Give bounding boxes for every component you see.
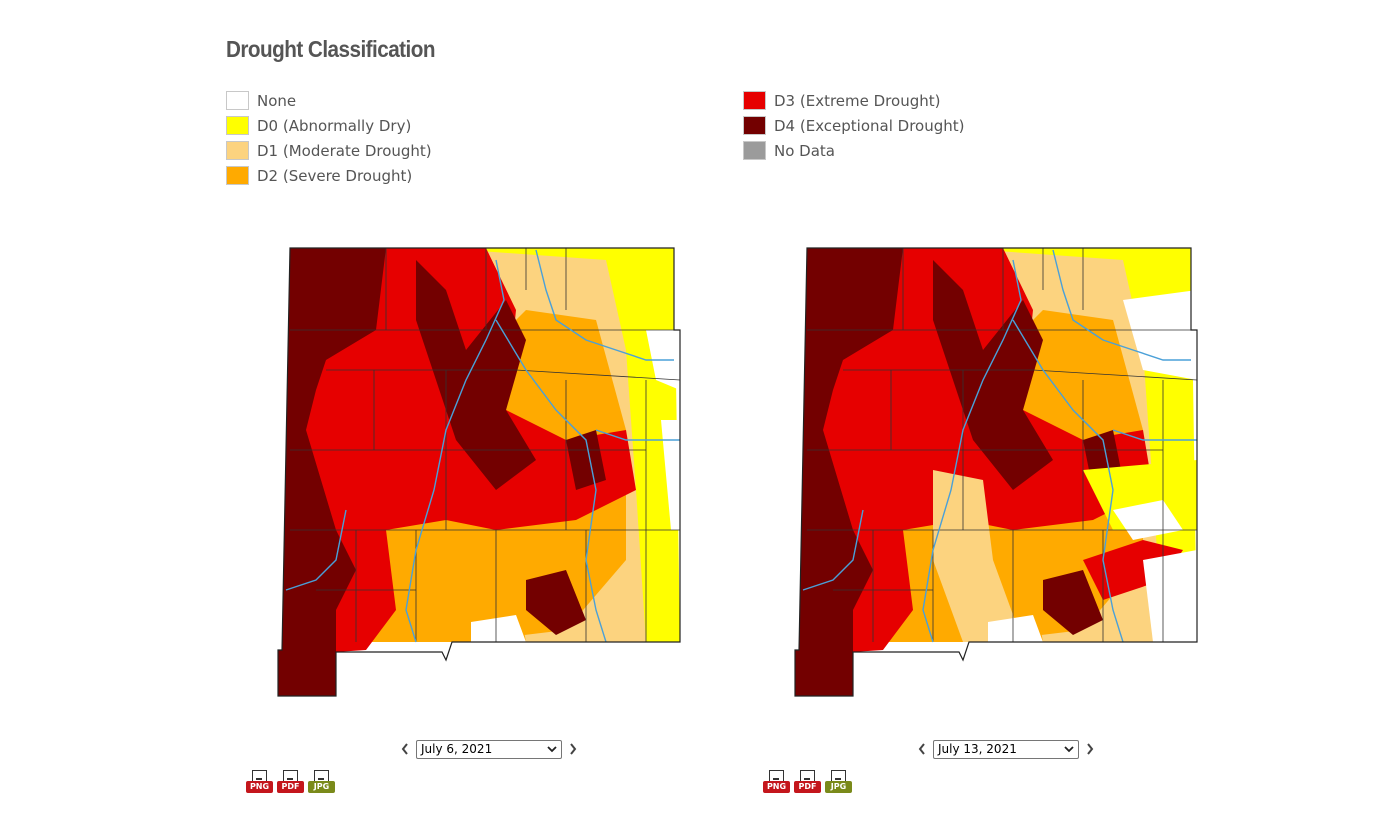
river (495, 319, 607, 643)
legend-item-d3: D3 (Extreme Drought) (743, 88, 965, 113)
legend-item-d1: D1 (Moderate Drought) (226, 138, 432, 163)
date-navigator-left: July 6, 2021 (398, 738, 580, 760)
legend-swatch (743, 91, 766, 110)
river (285, 509, 347, 591)
drought-region-d4 (933, 260, 1053, 490)
legend-swatch (226, 166, 249, 185)
download-label: JPG (308, 781, 335, 793)
legend-swatch (226, 116, 249, 135)
selected-date: July 13, 2021 (938, 742, 1017, 756)
download-label: PNG (763, 781, 790, 793)
river (1012, 319, 1124, 643)
map-july-6-layer (277, 247, 681, 697)
river (595, 429, 680, 441)
legend-swatch (743, 141, 766, 160)
legend-label: D2 (Severe Drought) (257, 166, 413, 185)
drought-region-d4 (526, 570, 586, 635)
drought-map-july-6 (266, 230, 706, 710)
legend-label: None (257, 91, 297, 110)
river (1112, 429, 1197, 441)
download-options-left: PNG PDF JPG (246, 769, 339, 796)
date-select[interactable]: July 6, 2021 (416, 739, 562, 759)
png-file-icon[interactable]: PNG (246, 769, 273, 796)
previous-date-arrow-icon[interactable] (915, 740, 929, 758)
legend-swatch (743, 116, 766, 135)
chevron-down-icon (1064, 742, 1074, 756)
download-label: PDF (794, 781, 821, 793)
date-select[interactable]: July 13, 2021 (933, 739, 1079, 759)
drought-region-none (1123, 290, 1197, 380)
map-july-13-layer (794, 247, 1198, 697)
legend-swatch (226, 141, 249, 160)
legend-label: D0 (Abnormally Dry) (257, 116, 412, 135)
county-boundary (515, 369, 680, 381)
drought-region-none (988, 615, 1043, 642)
new-mexico-drought-map (794, 247, 1198, 697)
drought-region-d4 (416, 260, 536, 490)
drought-region-d4 (566, 430, 606, 490)
legend-swatch (226, 91, 249, 110)
river (922, 259, 1022, 643)
legend-left-column: None D0 (Abnormally Dry) D1 (Moderate Dr… (226, 88, 432, 188)
county-boundary (1032, 369, 1197, 381)
png-file-icon[interactable]: PNG (763, 769, 790, 796)
legend-item-d0: D0 (Abnormally Dry) (226, 113, 432, 138)
legend-label: D1 (Moderate Drought) (257, 141, 432, 160)
river (1052, 249, 1191, 361)
date-navigator-right: July 13, 2021 (915, 738, 1097, 760)
page-title: Drought Classification (226, 36, 435, 62)
pdf-file-icon[interactable]: PDF (277, 769, 304, 796)
river (405, 259, 505, 643)
legend-right-column: D3 (Extreme Drought) D4 (Exceptional Dro… (743, 88, 965, 163)
river (802, 509, 864, 591)
next-date-arrow-icon[interactable] (566, 740, 580, 758)
legend-item-d4: D4 (Exceptional Drought) (743, 113, 965, 138)
drought-region-d2 (386, 530, 526, 642)
new-mexico-drought-map (277, 247, 681, 697)
drought-region-d4 (1043, 570, 1103, 635)
jpg-file-icon[interactable]: JPG (825, 769, 852, 796)
legend-label: D4 (Exceptional Drought) (774, 116, 965, 135)
legend-item-no-data: No Data (743, 138, 965, 163)
state-border (794, 247, 1198, 697)
next-date-arrow-icon[interactable] (1083, 740, 1097, 758)
drought-region-none (1143, 550, 1197, 642)
jpg-file-icon[interactable]: JPG (308, 769, 335, 796)
drought-map-july-13 (783, 230, 1223, 710)
selected-date: July 6, 2021 (421, 742, 493, 756)
drought-region-none (471, 615, 526, 642)
download-label: PDF (277, 781, 304, 793)
legend-item-d2: D2 (Severe Drought) (226, 163, 432, 188)
download-label: JPG (825, 781, 852, 793)
legend-item-none: None (226, 88, 432, 113)
legend-label: D3 (Extreme Drought) (774, 91, 941, 110)
chevron-down-icon (547, 742, 557, 756)
download-options-right: PNG PDF JPG (763, 769, 856, 796)
drought-region-d1 (933, 470, 1023, 642)
river (535, 249, 674, 361)
previous-date-arrow-icon[interactable] (398, 740, 412, 758)
pdf-file-icon[interactable]: PDF (794, 769, 821, 796)
state-border (277, 247, 681, 697)
drought-region-none (661, 420, 680, 530)
download-label: PNG (246, 781, 273, 793)
legend-label: No Data (774, 141, 835, 160)
